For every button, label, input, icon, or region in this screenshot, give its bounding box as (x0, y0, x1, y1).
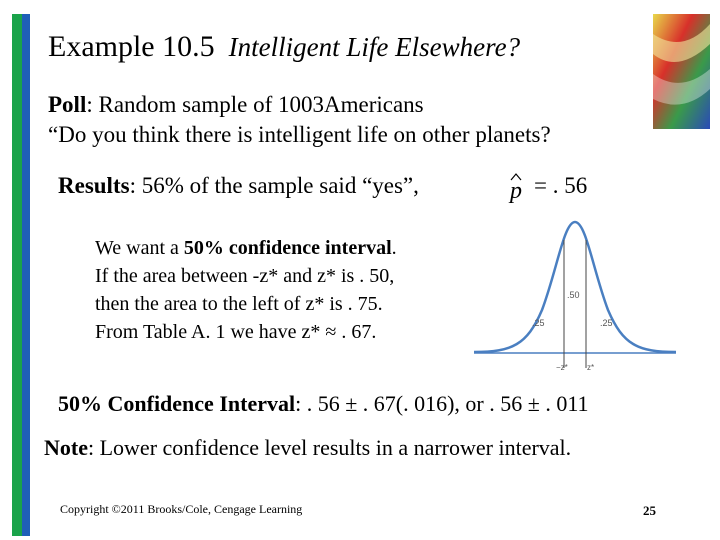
confidence-interval-line: 50% Confidence Interval: . 56 ± . 67(. 0… (58, 391, 589, 417)
ci-label: 50% Confidence Interval (58, 391, 296, 416)
note-text: : Lower confidence level results in a na… (87, 435, 572, 460)
note-line: Note: Lower confidence level results in … (44, 435, 571, 461)
p-hat-value: = . 56 (534, 173, 588, 198)
poll-text: : Random sample of 1003Americans (86, 92, 424, 117)
poll-label: Poll (48, 92, 87, 117)
interval-line-2: If the area between -z* and z* is . 50, (95, 265, 395, 287)
interval-explanation: We want a 50% confidence interval. If th… (95, 234, 397, 346)
poll-question: “Do you think there is intelligent life … (48, 122, 551, 147)
normal-curve-line (473, 220, 677, 354)
p-hat-symbol: p (508, 173, 522, 204)
left-accent-bar-blue (22, 14, 30, 536)
poll-block: Poll: Random sample of 1003Americans “Do… (48, 90, 551, 150)
normal-curve-figure: .50 .25 .25 −z* z* (473, 220, 677, 372)
title-subtitle: Intelligent Life Elsewhere? (228, 32, 521, 62)
page-number: 25 (643, 503, 656, 518)
left-accent-bar-green (12, 14, 22, 536)
results-text: : 56% of the sample said “yes”, (129, 173, 419, 198)
p-hat-letter: p (508, 178, 522, 204)
interval-line-3: then the area to the left of z* is . 75. (95, 293, 383, 315)
center-area-label: .50 (567, 290, 580, 300)
copyright-text: Copyright ©2011 Brooks/Cole, Cengage Lea… (60, 502, 303, 516)
left-tail-label: .25 (532, 318, 545, 328)
note-label: Note (44, 435, 88, 460)
right-tail-label: .25 (600, 318, 613, 328)
interval-line-1: We want a 50% confidence interval. (95, 237, 397, 259)
publisher-logo (653, 14, 710, 129)
results-label: Results (58, 173, 130, 198)
slide-title: Example 10.5 Intelligent Life Elsewhere? (48, 30, 520, 64)
title-number: Example 10.5 (48, 30, 215, 63)
ci-text: : . 56 ± . 67(. 016), or . 56 ± . 011 (295, 391, 589, 416)
pos-z-label: z* (587, 363, 594, 372)
neg-z-label: −z* (556, 363, 568, 372)
results-line: Results: 56% of the sample said “yes”, (58, 173, 419, 199)
interval-line-4: From Table A. 1 we have z* ≈ . 67. (95, 321, 377, 343)
